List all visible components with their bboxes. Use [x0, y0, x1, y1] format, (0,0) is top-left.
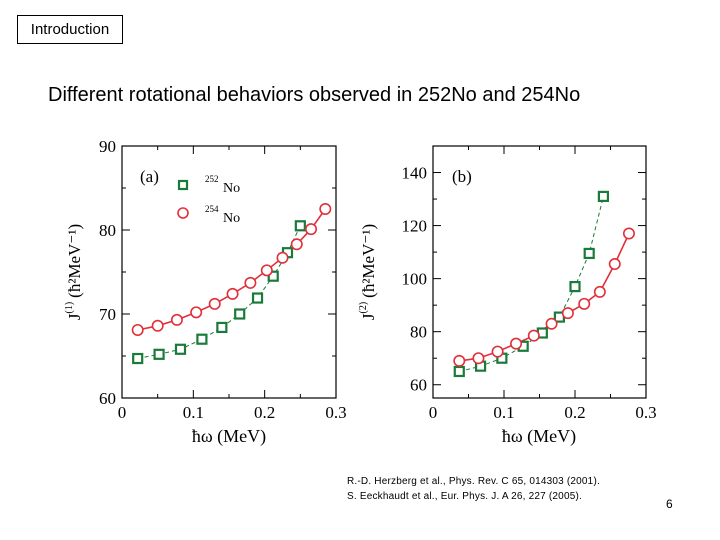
xlabel-b: ħω (MeV)	[502, 426, 576, 447]
ylabel-main-b: J	[359, 313, 378, 320]
data-point-254No	[305, 223, 318, 236]
ylabel-sup-b: (2)	[358, 302, 369, 314]
data-point-254No	[170, 313, 183, 326]
x-tick-label-b: 0.1	[493, 403, 514, 422]
data-point-254No	[190, 306, 203, 319]
data-point-252No	[196, 333, 208, 345]
legend-a: 252 No 254 No	[177, 174, 240, 226]
reference-1: R.-D. Herzberg et al., Phys. Rev. C 65, …	[347, 476, 600, 487]
ylabel-main-a: J	[65, 313, 84, 320]
legend-marker-254	[177, 207, 189, 219]
panel-b: 0 0.1 0.2 0.3 60 80 100 120 140 (b) J(2) (ħ²MeV⁻¹…	[358, 145, 657, 447]
data-point-254No	[472, 352, 485, 365]
y-tick-label-a: 90	[99, 137, 116, 156]
xlabel-a: ħω (MeV)	[192, 426, 266, 447]
panel-label-b: (b)	[452, 167, 472, 186]
ylabel-unit-b: (ħ²MeV⁻¹)	[359, 224, 378, 298]
reference-2: S. Eeckhaudt et al., Eur. Phys. J. A 26,…	[347, 491, 582, 502]
y-tick-label-b: 140	[402, 164, 428, 183]
data-point-254No	[319, 203, 332, 216]
data-point-252No	[174, 343, 187, 355]
x-tick-label-b: 0.2	[564, 403, 585, 422]
data-point-252No	[294, 220, 306, 232]
ylabel-unit-a: (ħ²MeV⁻¹)	[65, 224, 84, 298]
data-point-252No	[267, 270, 279, 282]
y-tick-label-b: 100	[402, 270, 428, 289]
data-point-254No	[208, 297, 221, 310]
data-point-254No	[545, 317, 558, 330]
data-point-254No	[226, 287, 239, 300]
ylabel-b: J(2) (ħ²MeV⁻¹)	[358, 224, 378, 320]
data-point-252No	[216, 321, 228, 334]
data-point-252No	[583, 247, 595, 260]
y-tick-label-b: 80	[410, 323, 427, 342]
data-point-254No	[527, 329, 540, 342]
legend-element-254: No	[223, 211, 240, 226]
ylabel-sup-a: (1)	[64, 302, 75, 314]
data-point-254No	[244, 276, 257, 289]
section-tag: Introduction	[17, 15, 123, 44]
references: R.-D. Herzberg et al., Phys. Rev. C 65, …	[347, 474, 600, 504]
data-point-252No	[234, 308, 246, 320]
slide-title: Different rotational behaviors observed …	[48, 84, 581, 106]
y-tick-label-a: 70	[99, 305, 116, 324]
data-point-254No	[453, 354, 466, 367]
ylabel-a: J(1) (ħ²MeV⁻¹)	[64, 224, 84, 320]
data-point-252No	[453, 365, 465, 378]
x-tick-label-a: 0.1	[183, 403, 204, 422]
data-point-254No	[608, 258, 621, 271]
legend-element-252: No	[223, 181, 240, 196]
page-number: 6	[666, 497, 673, 511]
series-line-254No-b	[459, 233, 630, 362]
svg-text:J(2)(ħ²MeV⁻¹): J(2) (ħ²MeV⁻¹)	[358, 224, 378, 320]
data-point-252No	[132, 352, 144, 365]
data-point-254No	[510, 337, 523, 350]
data-point-254No	[260, 264, 273, 277]
panel-a: 0 0.1 0.2 0.3 60 70 80 90 (a) 252 No 254 No J(1…	[64, 137, 347, 447]
y-tick-label-b: 60	[410, 376, 427, 395]
data-point-254No	[491, 345, 504, 358]
panel-label-a: (a)	[140, 167, 159, 186]
data-point-254No	[622, 227, 635, 240]
legend-marker-252	[177, 179, 189, 191]
data-point-254No	[561, 307, 574, 320]
y-tick-label-a: 80	[99, 221, 116, 240]
data-point-254No	[578, 297, 591, 310]
x-tick-label-b: 0	[429, 403, 438, 422]
svg-text:J(1)(ħ²MeV⁻¹): J(1) (ħ²MeV⁻¹)	[64, 224, 84, 320]
x-tick-label-b: 0.3	[635, 403, 656, 422]
series-line-252No-b	[459, 196, 604, 372]
y-tick-label-a: 60	[99, 389, 116, 408]
x-tick-label-a: 0.2	[254, 403, 275, 422]
legend-mass-252: 252	[205, 174, 219, 184]
data-point-252No	[251, 292, 264, 304]
series-line-252No-a	[137, 225, 301, 359]
data-point-252No	[153, 348, 165, 360]
data-point-254No	[151, 319, 164, 332]
data-point-254No	[290, 238, 303, 251]
y-tick-label-b: 120	[402, 217, 428, 236]
data-point-252No	[597, 190, 610, 202]
data-point-254No	[131, 323, 144, 336]
data-point-252No	[569, 280, 581, 293]
x-tick-label-a: 0.3	[325, 403, 346, 422]
data-point-254No	[593, 285, 606, 298]
x-tick-label-a: 0	[118, 403, 127, 422]
legend-mass-254: 254	[205, 204, 219, 214]
data-point-254No	[276, 251, 289, 264]
